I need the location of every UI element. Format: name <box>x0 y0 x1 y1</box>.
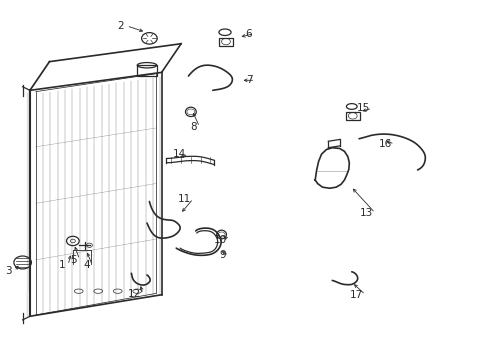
Text: 17: 17 <box>349 290 362 300</box>
Bar <box>219 38 232 45</box>
Bar <box>345 112 359 120</box>
Text: 5: 5 <box>70 255 77 265</box>
Bar <box>137 65 157 76</box>
Text: 3: 3 <box>5 266 12 276</box>
Text: 7: 7 <box>245 75 252 85</box>
Text: 8: 8 <box>190 122 197 132</box>
Text: 14: 14 <box>172 149 185 159</box>
Text: 15: 15 <box>356 103 369 113</box>
Text: 4: 4 <box>83 260 90 270</box>
Text: 1: 1 <box>59 260 65 270</box>
Polygon shape <box>27 62 49 316</box>
Text: 11: 11 <box>177 194 190 204</box>
Text: 16: 16 <box>378 139 391 149</box>
Text: 2: 2 <box>117 21 124 31</box>
Text: 9: 9 <box>220 250 226 260</box>
Text: 6: 6 <box>244 29 251 39</box>
Text: 12: 12 <box>127 289 141 299</box>
Text: 10: 10 <box>213 235 226 245</box>
Text: 13: 13 <box>359 208 372 218</box>
